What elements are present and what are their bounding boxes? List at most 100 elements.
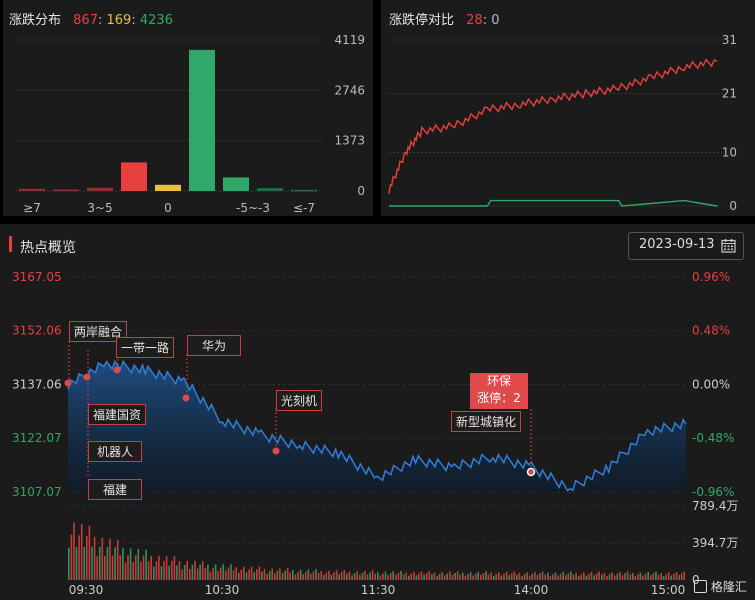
up-count: 867 [73, 13, 98, 28]
volume-bar [397, 572, 400, 580]
tag-urbanization[interactable]: 新型城镇化 [451, 411, 522, 432]
limit-y-tick: 10 [722, 145, 737, 159]
limit-y-tick: 21 [722, 87, 737, 101]
volume-bar [492, 575, 495, 580]
volume-bar [415, 575, 418, 580]
dist-y-tick: 0 [357, 184, 365, 198]
volume-bar [425, 572, 428, 580]
date-value: 2023-09-13 [639, 237, 715, 252]
tag-cross-strait[interactable]: 两岸融合 [69, 321, 128, 342]
volume-bar [173, 556, 176, 580]
watermark: 格隆汇 [694, 578, 747, 595]
volume-bar [565, 575, 567, 580]
highlight-tag-environmental[interactable]: 环保 涨停：2 [470, 373, 528, 409]
volume-bar [626, 571, 629, 580]
volume-bar [176, 565, 178, 580]
volume-bar [557, 575, 559, 580]
volume-bar [109, 538, 111, 580]
volume-bar [346, 573, 348, 580]
volume-bar [552, 574, 554, 580]
volume-bar [606, 576, 608, 580]
volume-bar [678, 575, 680, 580]
volume-bar [467, 574, 469, 580]
tag-lithography[interactable]: 光刻机 [276, 390, 323, 411]
volume-bar [315, 569, 317, 580]
volume-bar [68, 547, 70, 580]
volume-bar [240, 569, 243, 580]
volume-bar [580, 574, 582, 580]
pct-tick: 0.48% [692, 324, 730, 338]
limit-down-line [389, 199, 718, 207]
volume-bar [510, 573, 513, 580]
volume-bar [356, 571, 358, 580]
volume-bar [662, 576, 665, 580]
volume-bar [178, 560, 181, 580]
volume-bar [528, 575, 531, 580]
volume-bar [88, 525, 91, 580]
tag-huawei[interactable]: 华为 [187, 335, 242, 356]
price-tick: 3122.07 [12, 431, 62, 445]
volume-bar [516, 574, 518, 580]
volume-bar [469, 572, 472, 580]
volume-bar [268, 571, 271, 580]
volume-bar [340, 572, 343, 580]
logo-icon [694, 580, 707, 593]
price-tick: 3137.06 [12, 378, 62, 392]
volume-bar [536, 575, 539, 580]
date-picker-button[interactable]: 2023-09-13 [628, 232, 744, 260]
volume-bar [194, 561, 196, 580]
volume-bar [593, 575, 595, 580]
limit-panel: 涨跌停对比 28: 0 31 21 10 0 [381, 0, 755, 216]
time-tick: 11:30 [361, 583, 396, 597]
volume-bar [284, 570, 286, 580]
volume-bar [191, 564, 194, 580]
pct-tick: 0.96% [692, 270, 730, 284]
tag-marker [83, 373, 91, 381]
volume-bar [289, 572, 291, 580]
volume-bar [647, 572, 649, 580]
tag-marker [113, 366, 121, 374]
volume-bar [498, 572, 500, 580]
volume-bar [577, 576, 580, 580]
volume-bar [459, 574, 461, 580]
tag-marker [526, 467, 536, 477]
volume-bar [304, 571, 307, 580]
volume-bar [539, 573, 541, 580]
volume-bar [413, 571, 415, 580]
volume-bar [634, 576, 637, 580]
volume-bar [98, 546, 101, 580]
tag-belt-road[interactable]: 一带一路 [116, 337, 175, 358]
tag-fujian-state[interactable]: 福建国资 [88, 404, 147, 425]
volume-bar [374, 574, 376, 580]
dist-bar [121, 162, 147, 191]
volume-bar [567, 573, 570, 580]
volume-bar [387, 575, 389, 580]
volume-bar [348, 571, 351, 580]
volume-bar [377, 572, 379, 580]
volume-bar [392, 571, 394, 580]
volume-bar [338, 574, 340, 580]
volume-bar [526, 572, 528, 580]
volume-bar [70, 534, 73, 580]
volume-bar [418, 573, 420, 580]
volume-bar [405, 572, 407, 580]
volume-bar [438, 573, 441, 580]
volume-bar [644, 573, 647, 580]
volume-bar [214, 564, 217, 580]
limit-title-row: 涨跌停对比 28: 0 [389, 9, 500, 28]
volume-bar [250, 566, 253, 580]
highlight-tag-count: 涨停：2 [477, 391, 521, 405]
volume-bar [621, 575, 624, 580]
volume-bar [111, 555, 114, 580]
tag-fujian[interactable]: 福建 [88, 479, 143, 500]
volume-bar [333, 572, 335, 580]
volume-tick: 789.4万 [692, 499, 738, 513]
volume-bar [410, 573, 413, 580]
highlight-tag-name: 环保 [486, 374, 511, 388]
tag-robot[interactable]: 机器人 [88, 441, 143, 462]
volume-bar [446, 573, 449, 580]
volume-bar [366, 574, 369, 580]
volume-bar [96, 556, 98, 580]
dist-bar [87, 187, 113, 191]
